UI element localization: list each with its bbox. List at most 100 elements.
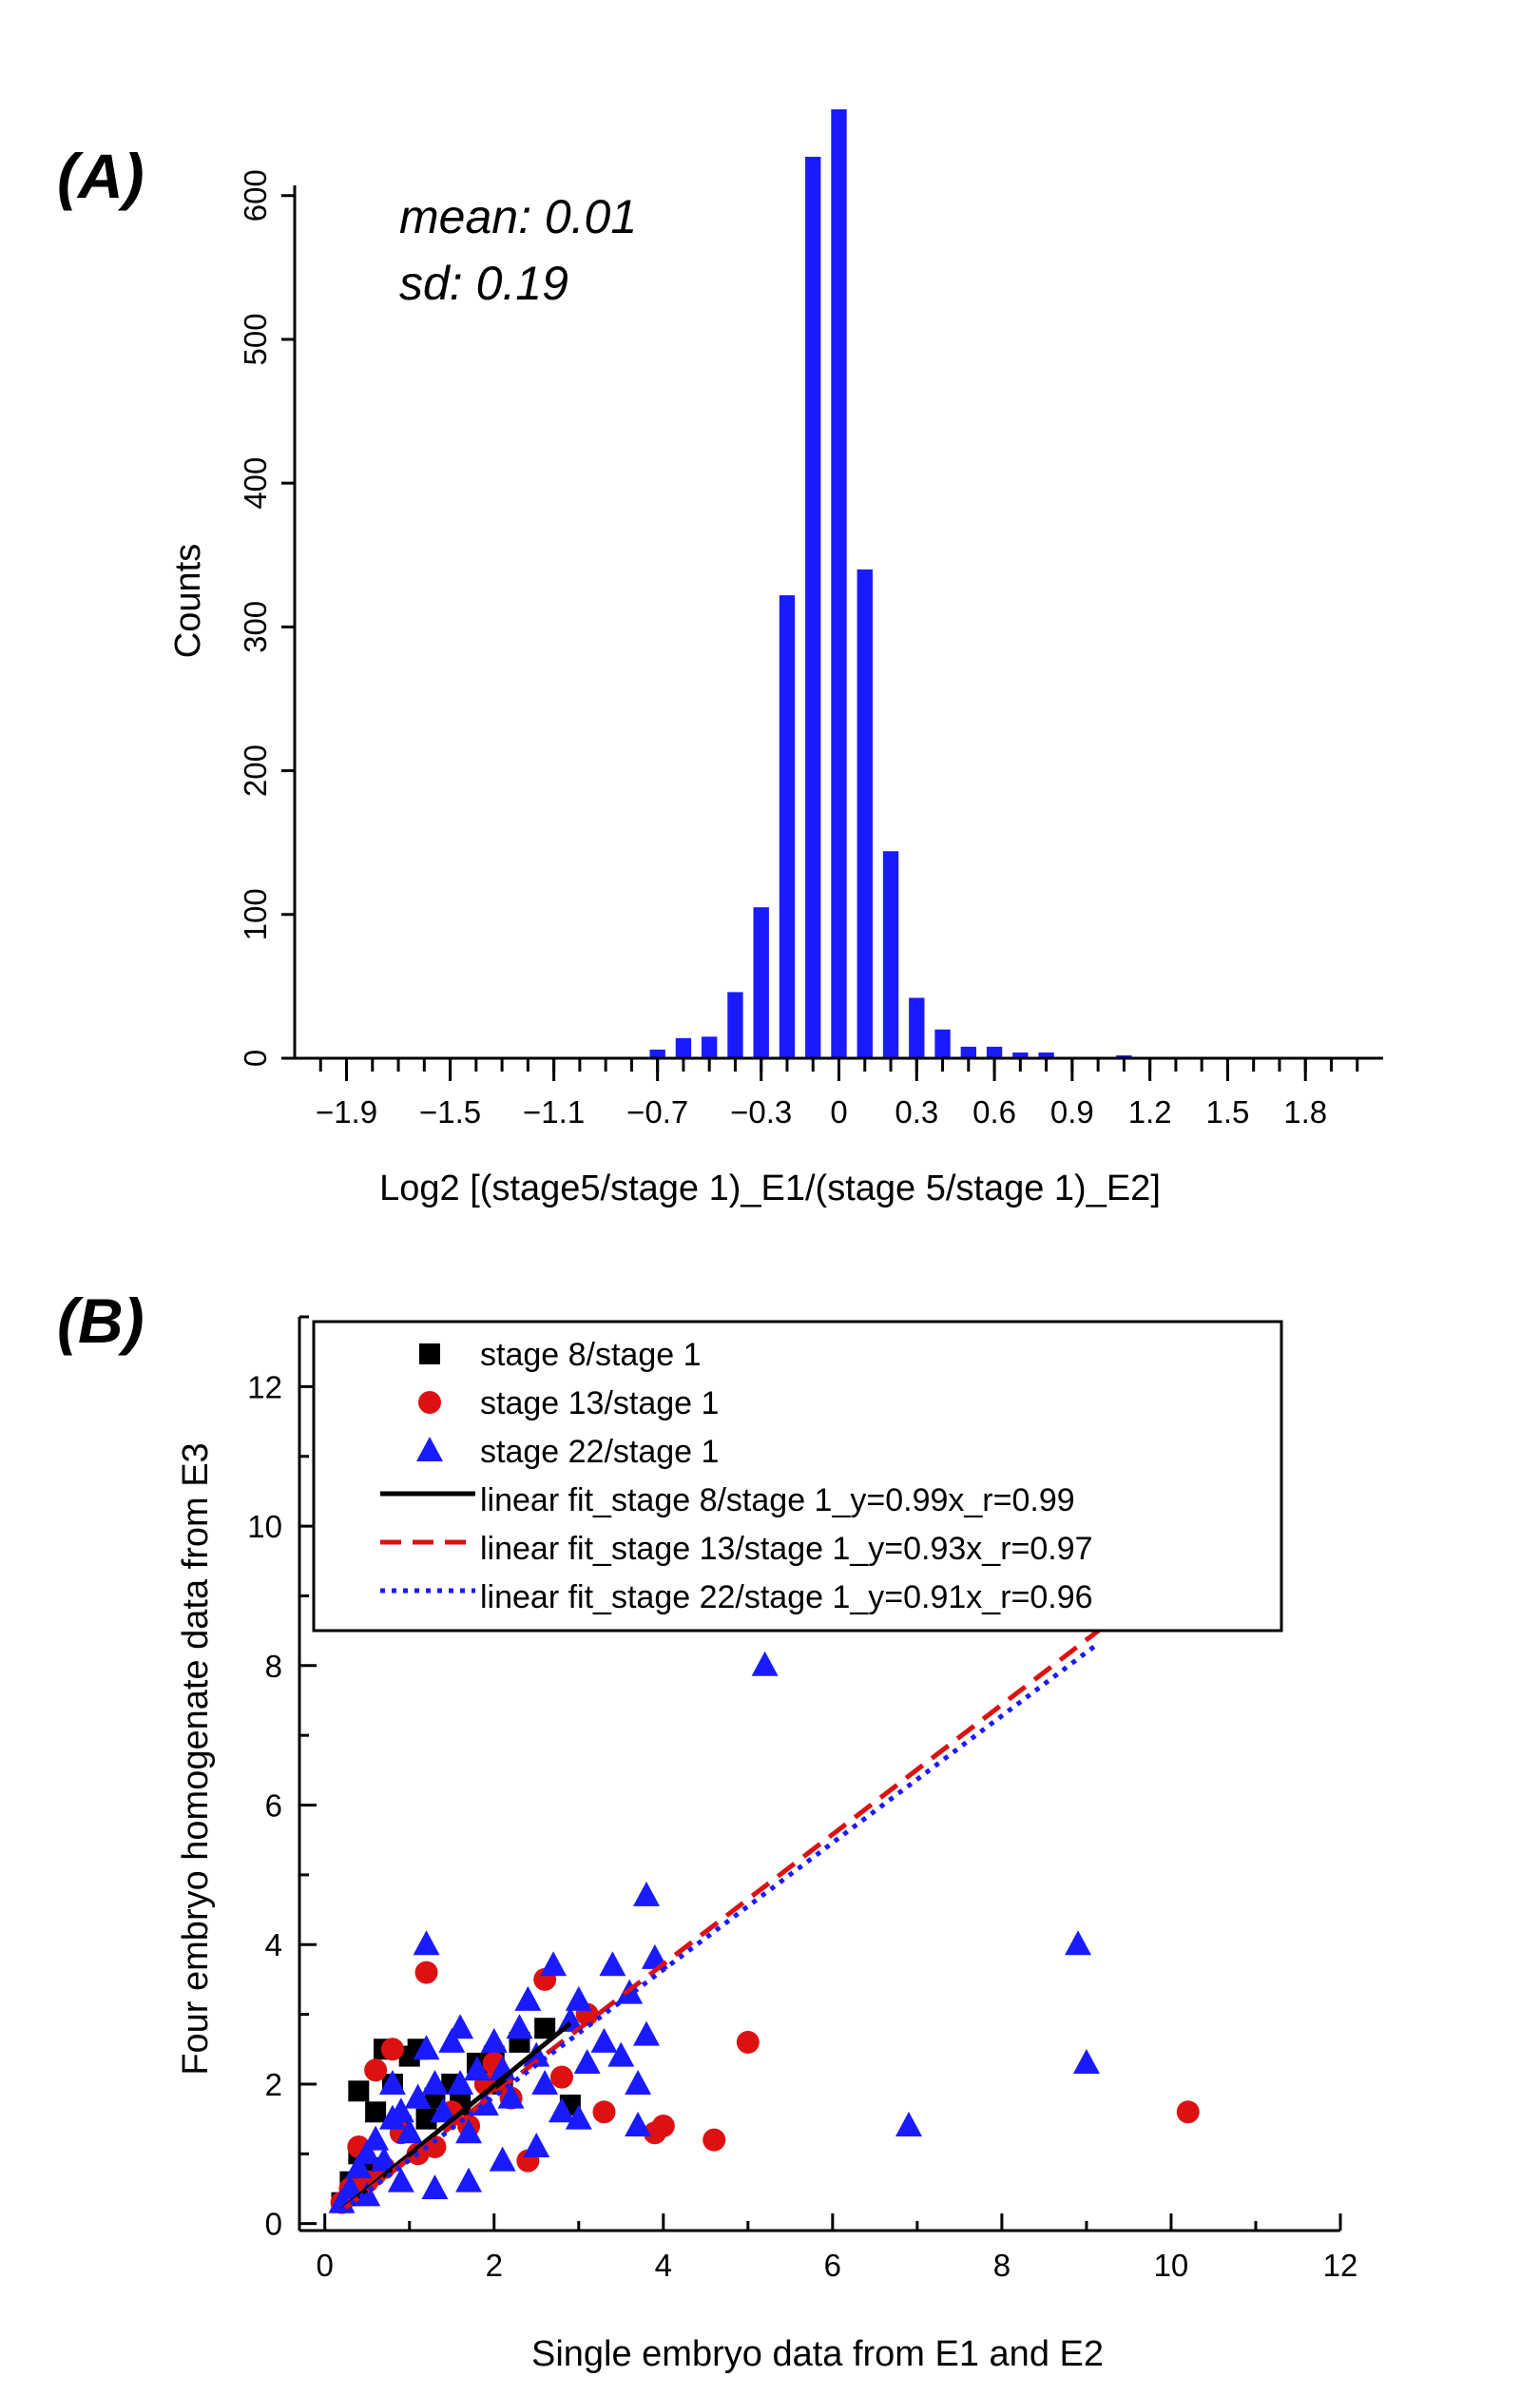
legend-label: linear fit_stage 8/stage 1_y=0.99x_r=0.9…	[480, 1482, 1075, 1518]
data-point-triangle	[447, 2014, 474, 2039]
data-point-triangle	[506, 2014, 533, 2039]
y-tick-label: 100	[238, 888, 273, 940]
y-tick-label: 0	[265, 2207, 282, 2242]
x-tick-label: 0.9	[1050, 1094, 1094, 1130]
data-point-triangle	[463, 2056, 491, 2081]
data-point-circle	[380, 2038, 404, 2061]
legend-label: stage 22/stage 1	[480, 1434, 719, 1470]
data-point-triangle	[438, 2027, 466, 2053]
y-tick-label: 300	[238, 601, 273, 653]
y-tick-label: 2	[265, 2067, 282, 2102]
histogram-bar	[649, 1049, 665, 1058]
data-point-circle	[1176, 2100, 1200, 2124]
data-point-triangle	[413, 1930, 440, 1956]
y-tick-label: 10	[247, 1509, 282, 1544]
sd-annotation: sd: 0.19	[399, 257, 568, 310]
data-point-triangle	[1072, 2048, 1100, 2074]
data-point-triangle	[751, 1651, 779, 1676]
data-point-circle	[592, 2100, 616, 2124]
data-point-triangle	[556, 2006, 584, 2032]
data-point-triangle	[548, 2097, 575, 2123]
x-tick-label: 1.2	[1128, 1094, 1172, 1130]
legend-label: stage 8/stage 1	[480, 1337, 702, 1373]
legend-label: stage 13/stage 1	[480, 1385, 719, 1421]
data-point-square	[534, 2018, 556, 2039]
histogram-bar	[702, 1036, 718, 1058]
data-point-circle	[703, 2128, 726, 2152]
x-tick-label: 4	[655, 2248, 672, 2283]
histogram-bar	[857, 569, 873, 1058]
y-tick-label: 4	[265, 1927, 282, 1962]
y-tick-label: 6	[265, 1788, 282, 1824]
data-point-triangle	[362, 2125, 390, 2151]
data-point-triangle	[345, 2153, 373, 2178]
data-point-circle	[414, 1961, 438, 1984]
legend-box	[312, 1320, 1283, 1633]
histogram-panel: (A) mean: 0.01 sd: 0.19 0 100 200 300 400 500…	[57, 109, 1383, 1208]
data-point-triangle	[599, 1951, 626, 1977]
x-tick-label: 8	[993, 2248, 1011, 2283]
x-axis-title: Single embryo data from E1 and E2	[531, 2334, 1104, 2374]
data-point-triangle	[447, 2069, 474, 2095]
data-point-triangle	[633, 2020, 660, 2046]
legend-square-icon	[419, 1343, 440, 1364]
histogram-bar	[675, 1037, 692, 1058]
data-point-triangle	[371, 2146, 398, 2172]
data-point-circle	[651, 2114, 675, 2137]
data-point-triangle	[337, 2174, 364, 2199]
data-point-triangle	[480, 2027, 508, 2053]
data-point-triangle	[387, 2097, 414, 2123]
data-point-triangle	[531, 2069, 559, 2095]
histogram-bar	[779, 595, 796, 1058]
fit-line-dashed	[339, 1592, 1147, 2213]
data-point-triangle	[540, 1951, 568, 1977]
histogram-bar	[831, 109, 847, 1058]
x-tick-label: −1.1	[523, 1094, 585, 1130]
data-point-triangle	[625, 2069, 652, 2095]
data-point-triangle	[633, 1881, 660, 1906]
legend: stage 8/stage 1 stage 13/stage 1 stage 22/…	[312, 1320, 1283, 1633]
histogram-bar	[1012, 1052, 1029, 1058]
x-axis-title: Log2 [(stage5/stage 1)_E1/(stage 5/stage…	[379, 1169, 1161, 1208]
x-tick-label: 0.6	[972, 1094, 1016, 1130]
x-tick-label: 2	[486, 2248, 503, 2283]
histogram-bar	[882, 851, 899, 1058]
y-tick-label: 8	[265, 1649, 282, 1684]
data-point-triangle	[565, 1985, 592, 2011]
x-tick-label: 10	[1154, 2248, 1189, 2283]
data-point-triangle	[387, 2167, 414, 2193]
legend-label: linear fit_stage 22/stage 1_y=0.91x_r=0.…	[480, 1579, 1093, 1615]
data-point-triangle	[523, 2132, 550, 2157]
x-tick-label: 1.5	[1205, 1094, 1249, 1130]
histogram-bar	[986, 1046, 1003, 1058]
histogram-axes: 0 100 200 300 400 500 600 −1.9 −1.5 −1.1 −0.7 −0.3 0…	[238, 169, 1383, 1130]
histogram-bar	[1038, 1052, 1054, 1058]
y-axis-title: Four embryo homogenate data from E3	[176, 1442, 216, 2075]
data-point-triangle	[514, 1985, 542, 2011]
x-tick-label: −0.7	[626, 1094, 688, 1130]
x-tick-label: −0.3	[730, 1094, 792, 1130]
data-point-triangle	[413, 2035, 440, 2060]
legend-label: linear fit_stage 13/stage 1_y=0.93x_r=0.…	[480, 1531, 1093, 1567]
data-point-circle	[364, 2058, 388, 2082]
panel-b-label: (B)	[57, 1285, 144, 1356]
data-point-triangle	[590, 2027, 618, 2053]
histogram-bar	[805, 156, 821, 1058]
data-point-triangle	[607, 2041, 635, 2067]
data-point-triangle	[1065, 1930, 1092, 1956]
histogram-bar	[960, 1046, 976, 1058]
data-point-circle	[736, 2030, 760, 2054]
x-tick-label: −1.9	[316, 1094, 377, 1130]
legend-triangle-icon	[416, 1437, 443, 1461]
data-point-triangle	[354, 2181, 381, 2207]
x-tick-label: 12	[1323, 2248, 1358, 2283]
y-tick-label: 600	[238, 169, 273, 222]
data-point-triangle	[497, 2083, 525, 2109]
y-axis-title: Counts	[168, 544, 208, 658]
data-point-square	[348, 2080, 370, 2102]
data-point-triangle	[354, 2139, 381, 2165]
fit-line-dotted	[340, 1644, 1097, 2213]
y-tick-label: 400	[238, 457, 273, 510]
mean-annotation: mean: 0.01	[399, 190, 637, 243]
data-point-triangle	[404, 2083, 432, 2109]
